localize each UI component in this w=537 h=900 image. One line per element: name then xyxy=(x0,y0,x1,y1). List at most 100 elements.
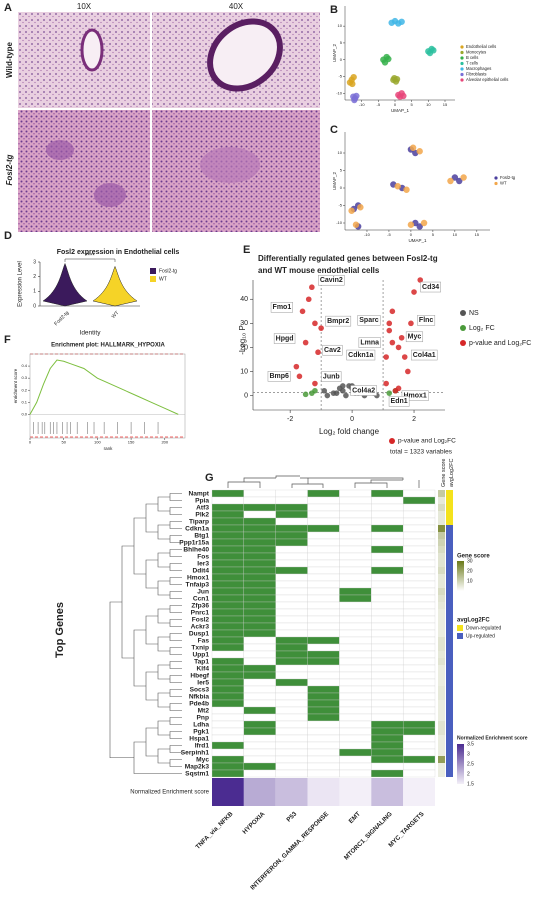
x-axis-title: Log₂ fold change xyxy=(319,427,380,436)
gene-score-cell xyxy=(438,735,445,742)
gene-label: Ccn1 xyxy=(193,595,209,602)
avglog2fc-cell xyxy=(446,539,453,546)
legend-label: B cells xyxy=(466,55,478,60)
heatmap-cell xyxy=(275,496,308,505)
heatmap-cell xyxy=(275,559,308,568)
heatmap-cell xyxy=(307,608,340,617)
heatmap-cell xyxy=(371,573,404,582)
heatmap-cell xyxy=(275,692,308,701)
avglog2fc-cell xyxy=(446,525,453,532)
x-tick-label: -5 xyxy=(387,232,391,237)
heatmap-cell xyxy=(371,657,404,666)
nes-cell xyxy=(339,778,372,806)
heatmap-cell xyxy=(243,678,276,687)
heatmap-cell xyxy=(371,629,404,638)
heatmap-cell xyxy=(243,538,276,547)
y-tick-label: 20 xyxy=(240,344,248,351)
avglog2fc-cell xyxy=(446,770,453,777)
heatmap-cell xyxy=(371,517,404,526)
heatmap-cell xyxy=(211,643,245,652)
heatmap-cell xyxy=(402,552,436,561)
heatmap-cell xyxy=(339,510,372,519)
heatmap-cell xyxy=(402,580,436,589)
avglog2fc-cell xyxy=(446,630,453,637)
gene-score-cell xyxy=(438,504,445,511)
gene-score-cell xyxy=(438,630,445,637)
y-tick-label: 2 xyxy=(33,274,36,280)
point xyxy=(312,387,318,394)
heatmap-cell xyxy=(402,622,436,631)
heatmap-cell xyxy=(211,699,245,708)
heatmap-cell xyxy=(211,762,245,771)
gene-label: Fas xyxy=(198,637,210,644)
heatmap-cell xyxy=(211,629,245,638)
x-axis-title: rank xyxy=(104,446,114,451)
avglog2fc-cell xyxy=(446,637,453,644)
gene-label: Fosl2 xyxy=(192,616,210,623)
heatmap-cell xyxy=(402,566,436,575)
legend-label: T cells xyxy=(466,61,478,66)
gene-score-cell xyxy=(438,763,445,770)
point xyxy=(351,96,358,104)
row-label: Normalized Enrichment score xyxy=(130,790,209,796)
heatmap-cell xyxy=(402,755,436,764)
legend-swatch xyxy=(460,67,464,71)
avglog2fc-cell xyxy=(446,560,453,567)
heatmap-cell xyxy=(371,510,404,519)
point xyxy=(302,339,309,346)
gene-score-cell xyxy=(438,721,445,728)
point xyxy=(302,391,309,398)
gene-label: Mt2 xyxy=(198,707,210,714)
x-tick-label: -2 xyxy=(287,416,293,423)
panel-label: E xyxy=(243,244,250,256)
panel-label: D xyxy=(4,230,12,242)
heatmap-cell xyxy=(243,643,276,652)
gene-label-box xyxy=(420,281,441,293)
heatmap-cell xyxy=(307,489,340,498)
heatmap-cell xyxy=(402,762,436,771)
y-tick-label: 0 xyxy=(244,392,248,399)
heatmap-cell xyxy=(307,713,340,722)
heatmap-cell xyxy=(307,503,340,512)
x-tick-label: -5 xyxy=(377,102,381,107)
histology-images xyxy=(18,12,320,232)
avglog2fc-cell xyxy=(446,658,453,665)
heatmap-cell xyxy=(275,552,308,561)
y-tick-label: 10 xyxy=(338,23,343,28)
heatmap-cell xyxy=(371,671,404,680)
gene-label: Hbegf xyxy=(190,672,209,679)
x-tick-label: -10 xyxy=(359,102,366,107)
legend-swatch xyxy=(460,325,466,331)
heatmap-cell xyxy=(275,510,308,519)
heatmap-cell xyxy=(371,545,404,554)
legend-gradient xyxy=(457,561,464,591)
heatmap-cell xyxy=(371,566,404,575)
heatmap-cell xyxy=(371,489,404,498)
heatmap-cell xyxy=(402,517,436,526)
panel-label: B xyxy=(330,4,338,16)
legend-swatch xyxy=(494,181,498,186)
heatmap-cell xyxy=(371,580,404,589)
gene-score-cell xyxy=(438,553,445,560)
x-tick-label: 0 xyxy=(394,102,397,107)
point xyxy=(305,296,312,303)
point xyxy=(383,380,389,387)
gene-label: Sparc xyxy=(359,317,379,324)
legend-swatch xyxy=(389,438,395,444)
heatmap-cell xyxy=(211,720,245,729)
avglog2fc-cell xyxy=(446,763,453,770)
point xyxy=(296,373,303,380)
point xyxy=(395,385,402,392)
column-header: avgLog2FC xyxy=(449,459,455,487)
heatmap-cell xyxy=(402,489,436,498)
gene-score-cell xyxy=(438,567,445,574)
heatmap-cell xyxy=(339,573,372,582)
y-tick-label: 30 xyxy=(240,320,248,327)
x-tick-label: Fosl2-tg xyxy=(53,310,70,327)
point xyxy=(398,18,405,25)
gene-label: Ackr3 xyxy=(191,623,210,630)
legend-swatch xyxy=(457,625,463,631)
gene-label: Cd34 xyxy=(422,284,439,291)
gene-score-cell xyxy=(438,679,445,686)
heatmap-cell xyxy=(211,545,245,554)
